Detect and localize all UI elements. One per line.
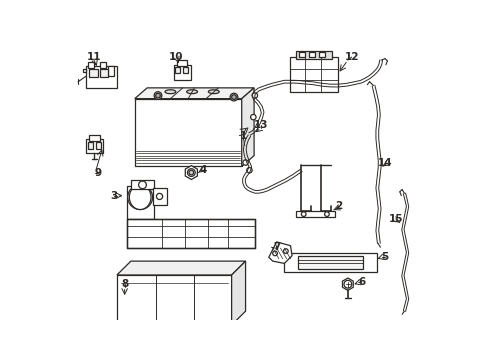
Circle shape xyxy=(343,280,351,288)
Circle shape xyxy=(324,212,328,216)
Polygon shape xyxy=(82,69,86,72)
Bar xyxy=(173,65,190,80)
Bar xyxy=(175,67,180,73)
Text: 2: 2 xyxy=(334,202,342,211)
Bar xyxy=(297,256,363,269)
Bar xyxy=(284,253,377,272)
Bar xyxy=(135,99,241,166)
Text: 3: 3 xyxy=(110,191,117,201)
Text: 14: 14 xyxy=(377,158,391,167)
Bar xyxy=(88,142,93,149)
Text: 5: 5 xyxy=(381,252,388,262)
Circle shape xyxy=(187,169,195,176)
Polygon shape xyxy=(127,186,154,219)
Text: 11: 11 xyxy=(86,52,101,62)
Ellipse shape xyxy=(208,90,219,94)
Circle shape xyxy=(138,181,146,189)
Text: 8: 8 xyxy=(121,279,128,289)
Bar xyxy=(88,62,94,68)
Bar xyxy=(131,180,154,189)
Bar xyxy=(96,142,101,149)
Bar xyxy=(100,69,107,77)
Bar xyxy=(117,275,231,325)
Bar xyxy=(89,69,98,77)
Text: 13: 13 xyxy=(253,120,268,130)
Circle shape xyxy=(243,160,248,165)
Polygon shape xyxy=(117,261,245,275)
Polygon shape xyxy=(231,261,245,325)
Polygon shape xyxy=(268,242,291,264)
Bar xyxy=(177,60,186,66)
Bar xyxy=(319,52,325,57)
Polygon shape xyxy=(342,278,352,291)
Bar xyxy=(89,135,100,141)
Bar xyxy=(100,62,106,68)
Circle shape xyxy=(283,249,287,253)
Bar xyxy=(308,52,315,57)
Circle shape xyxy=(252,93,257,98)
Bar xyxy=(86,66,117,88)
Text: 1: 1 xyxy=(239,131,246,141)
Bar xyxy=(289,57,337,92)
Bar xyxy=(86,139,103,153)
Circle shape xyxy=(246,167,252,173)
Circle shape xyxy=(189,170,193,175)
Circle shape xyxy=(230,93,237,101)
Text: 9: 9 xyxy=(95,167,102,177)
Text: 12: 12 xyxy=(344,52,358,62)
Text: 6: 6 xyxy=(358,277,365,287)
Text: 10: 10 xyxy=(168,52,183,62)
Bar xyxy=(295,211,334,217)
Bar xyxy=(152,188,166,205)
Text: 7: 7 xyxy=(272,242,280,252)
Circle shape xyxy=(127,185,152,210)
Circle shape xyxy=(301,212,305,216)
Bar xyxy=(299,52,305,57)
Text: 15: 15 xyxy=(388,214,402,224)
Circle shape xyxy=(155,93,160,98)
Bar xyxy=(127,219,254,248)
Circle shape xyxy=(156,193,163,199)
Polygon shape xyxy=(241,88,254,166)
Polygon shape xyxy=(135,88,254,99)
Circle shape xyxy=(231,95,236,99)
Circle shape xyxy=(250,114,256,120)
Ellipse shape xyxy=(129,185,151,210)
Bar xyxy=(107,66,114,76)
Circle shape xyxy=(272,251,277,256)
Bar xyxy=(295,51,331,59)
Ellipse shape xyxy=(186,90,197,94)
Ellipse shape xyxy=(164,90,176,94)
Polygon shape xyxy=(185,166,197,180)
Text: 4: 4 xyxy=(199,165,206,175)
Bar xyxy=(183,67,188,73)
Circle shape xyxy=(154,92,162,99)
